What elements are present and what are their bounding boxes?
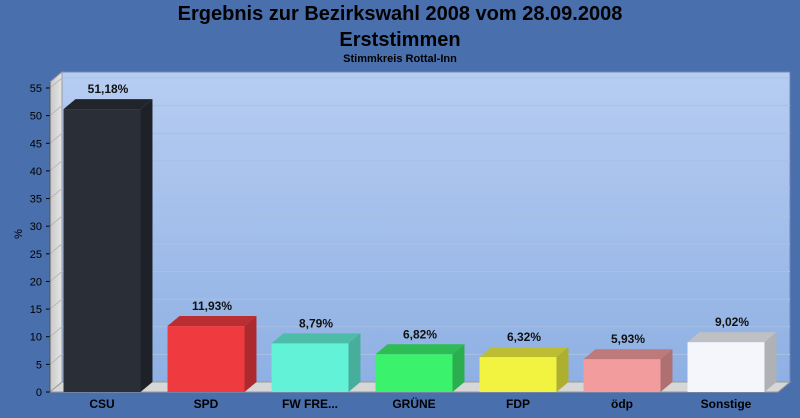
y-tick-label: 5 <box>36 359 42 371</box>
bar-top <box>271 333 361 344</box>
bar-top <box>583 349 673 360</box>
gridline-side <box>49 188 63 199</box>
y-axis-label: % <box>13 229 25 239</box>
gridline-side <box>49 298 63 310</box>
bar-side <box>764 332 777 392</box>
gridline-side <box>49 77 63 89</box>
chart-title: Ergebnis zur Bezirkswahl 2008 vom 28.09.… <box>177 3 623 25</box>
bar-value-label: 9,02% <box>715 315 749 329</box>
x-tick-label: ödp <box>611 397 633 411</box>
y-tick-label: 55 <box>30 83 42 95</box>
bar-grüne: 6,82% <box>375 327 465 392</box>
y-axis-ticks: 0 5 10 15 20 25 30 35 40 45 50 55 <box>30 82 51 399</box>
y-tick-label: 50 <box>30 111 42 123</box>
bar-top <box>167 316 257 327</box>
y-tick-label: 35 <box>30 194 42 206</box>
chart-header: Ergebnis zur Bezirkswahl 2008 vom 28.09.… <box>0 0 800 66</box>
bar-value-label: 8,79% <box>299 316 333 330</box>
bar-value-label: 6,32% <box>507 330 541 344</box>
bar-front <box>63 109 141 392</box>
y-tick-label: 15 <box>30 304 42 316</box>
gridline-side <box>49 271 63 282</box>
x-tick-label: Sonstige <box>701 397 752 411</box>
bar-side <box>452 344 465 392</box>
bar-front <box>375 354 453 392</box>
bar-front <box>583 359 661 392</box>
y-tick-label: 0 <box>36 387 42 399</box>
bar-front <box>479 357 557 392</box>
bar-value-label: 6,82% <box>403 327 437 341</box>
y-tick-label: 30 <box>30 221 42 233</box>
y-tick-label: 45 <box>30 138 42 150</box>
y-tick-label: 25 <box>30 249 42 261</box>
bar-front <box>687 342 765 392</box>
x-tick-label: SPD <box>194 397 219 411</box>
bar-front <box>271 343 349 392</box>
chart-subtitle: Stimmkreis Rottal-Inn <box>343 53 457 65</box>
y-tick-label: 20 <box>30 276 42 288</box>
x-tick-label: GRÜNE <box>392 396 435 411</box>
gridline-side <box>49 353 63 365</box>
gridline-side <box>49 243 63 255</box>
bar-side <box>140 99 153 392</box>
side-wall <box>49 70 63 394</box>
bar-csu: 51,18% <box>63 82 153 392</box>
x-tick-label: FW FRE... <box>282 397 338 411</box>
bar-side <box>244 316 257 392</box>
bar-top <box>479 347 569 358</box>
y-tick-label: 40 <box>30 166 42 178</box>
bar-front <box>167 326 245 392</box>
bar-fw-fre-: 8,79% <box>271 316 361 392</box>
y-tick-label: 10 <box>30 332 42 344</box>
bar-spd: 11,93% <box>167 299 257 392</box>
gridline-side <box>49 132 63 144</box>
bar-value-label: 51,18% <box>88 82 129 96</box>
bar-side <box>348 333 361 392</box>
x-tick-label: FDP <box>506 397 530 411</box>
gridline-side <box>49 160 63 172</box>
gridline-side <box>49 215 63 227</box>
chart-title-2: Erststimmen <box>339 29 461 51</box>
x-tick-label: CSU <box>89 397 114 411</box>
gridline-side <box>49 326 63 338</box>
bar-side <box>660 349 673 392</box>
bar-ödp: 5,93% <box>583 332 673 392</box>
bar-value-label: 5,93% <box>611 332 645 346</box>
bar-top <box>375 344 465 355</box>
bar-top <box>63 99 153 110</box>
bar-sonstige: 9,02% <box>687 315 777 392</box>
bar-value-label: 11,93% <box>192 299 232 313</box>
bars: 51,18% 11,93% 8,79% 6,82% 6,32% 5,93% 9,02% <box>63 82 777 392</box>
gridline-side <box>49 105 63 117</box>
bar-top <box>687 332 777 343</box>
plot-frame <box>48 70 792 394</box>
x-axis-ticks: CSU SPD FW FRE... GRÜNE FDP ödp Sonstige <box>89 396 751 411</box>
bar-side <box>556 347 569 392</box>
bar-fdp: 6,32% <box>479 330 569 392</box>
